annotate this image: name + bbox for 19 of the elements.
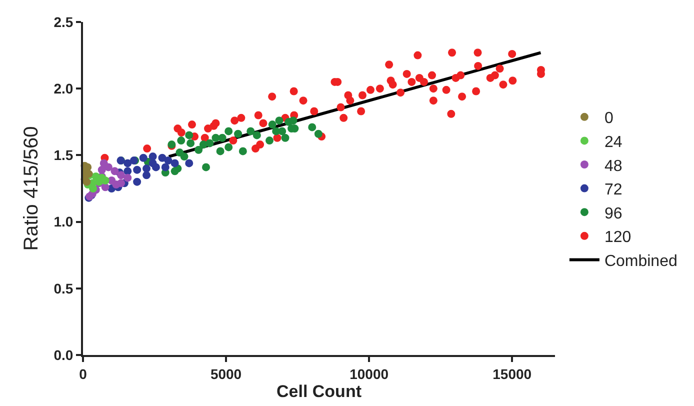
legend-label: 0 bbox=[604, 110, 614, 128]
x-tick-label: 0 bbox=[79, 366, 88, 382]
legend-label: 48 bbox=[604, 158, 622, 175]
y-tick-label: 0.5 bbox=[54, 280, 74, 296]
y-tick-label: 2.0 bbox=[54, 80, 74, 96]
y-tick-label: 1.5 bbox=[54, 147, 74, 164]
x-tick-label: 10000 bbox=[350, 366, 389, 382]
y-axis-title: Ratio 415/560 bbox=[20, 126, 43, 251]
legend-label: 24 bbox=[604, 134, 622, 151]
x-tick-label: 5000 bbox=[210, 366, 242, 382]
y-tick-label: 1.0 bbox=[54, 214, 74, 230]
y-tick-label: 0.0 bbox=[54, 346, 74, 363]
legend-label: Combined bbox=[604, 252, 678, 270]
x-tick-label: 15000 bbox=[492, 366, 532, 382]
legend-label: 72 bbox=[604, 182, 622, 199]
legend-label: 120 bbox=[604, 229, 632, 246]
y-tick-label: 2.5 bbox=[54, 14, 74, 30]
legend-label: 96 bbox=[604, 205, 622, 222]
x-axis-title: Cell Count bbox=[276, 382, 362, 401]
